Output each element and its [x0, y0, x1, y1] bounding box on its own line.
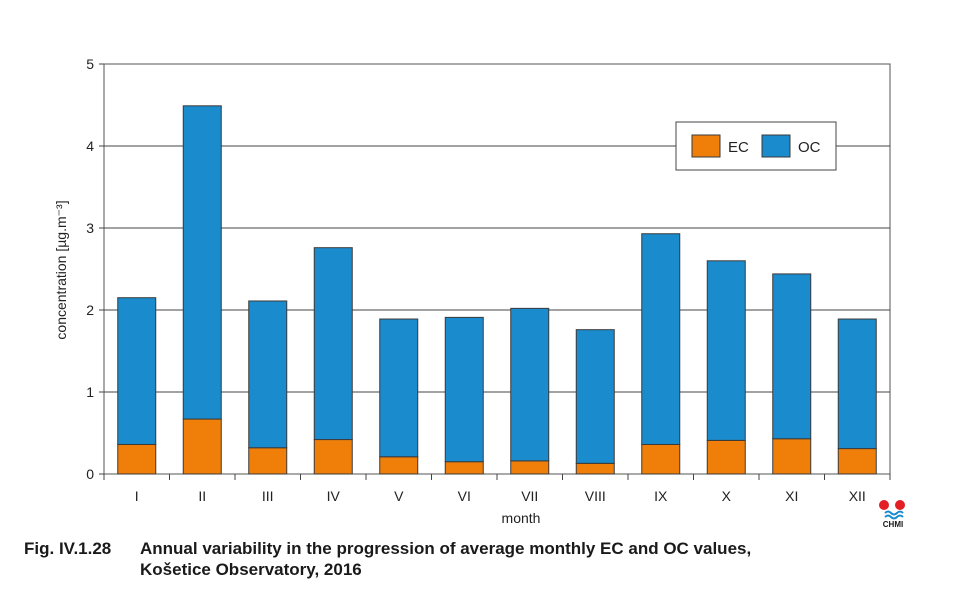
x-tick-label: III	[262, 488, 274, 504]
bar-ec	[772, 438, 812, 475]
y-axis-label: concentration [µg.m⁻³]	[53, 200, 69, 339]
bar-ec	[379, 456, 419, 475]
legend-label-oc: OC	[798, 139, 821, 156]
bar-oc	[379, 318, 419, 458]
x-tick-label: VII	[521, 488, 538, 504]
bar-ec	[182, 418, 222, 475]
y-tick-label: 3	[86, 220, 94, 236]
bar-ec	[837, 448, 877, 475]
bar-ec	[641, 443, 681, 475]
chmi-logo-text: CHMI	[882, 520, 904, 529]
bar-ec	[248, 447, 288, 475]
y-tick-label: 2	[86, 302, 94, 318]
x-tick-label: IX	[654, 488, 668, 504]
figure-caption: Fig. IV.1.28 Annual variability in the pr…	[24, 538, 751, 580]
x-tick-label: VIII	[585, 488, 606, 504]
y-tick-label: 1	[86, 384, 94, 400]
bar-oc	[772, 273, 812, 440]
bar-oc	[248, 300, 288, 449]
x-tick-label: XII	[849, 488, 866, 504]
chmi-logo: CHMI	[876, 498, 910, 530]
caption-line-1: Annual variability in the progression of…	[140, 539, 752, 558]
figure-number: Fig. IV.1.28	[24, 539, 112, 558]
x-tick-label: I	[135, 488, 139, 504]
bar-oc	[837, 318, 877, 450]
bar-ec	[313, 439, 353, 475]
bar-oc	[444, 316, 484, 463]
legend-label-ec: EC	[728, 139, 749, 156]
x-axis-label: month	[502, 510, 541, 526]
bar-ec	[706, 439, 746, 475]
bar-oc	[117, 297, 157, 445]
y-tick-label: 4	[86, 138, 94, 154]
bar-oc	[182, 105, 222, 420]
bar-oc	[706, 260, 746, 441]
bars	[117, 105, 877, 475]
y-tick-label: 5	[86, 56, 94, 72]
x-tick-label: XI	[785, 488, 798, 504]
legend-swatch-ec	[691, 134, 721, 158]
bar-ec	[444, 461, 484, 475]
y-tick-label: 0	[86, 466, 94, 482]
chmi-logo-mark	[879, 500, 905, 520]
bar-ec	[510, 460, 550, 475]
legend-swatch-oc	[761, 134, 791, 158]
bar-oc	[575, 329, 615, 464]
x-tick-label: VI	[458, 488, 471, 504]
bar-oc	[641, 233, 681, 445]
bar-oc	[510, 307, 550, 462]
x-tick-label: V	[394, 488, 404, 504]
bar-ec	[575, 462, 615, 475]
x-tick-label: IV	[327, 488, 341, 504]
caption-line-2: Košetice Observatory, 2016	[140, 560, 362, 579]
x-tick-label: X	[722, 488, 732, 504]
x-tick-label: II	[198, 488, 206, 504]
bar-oc	[313, 247, 353, 441]
legend: EC OC	[675, 121, 837, 171]
bar-ec	[117, 443, 157, 475]
